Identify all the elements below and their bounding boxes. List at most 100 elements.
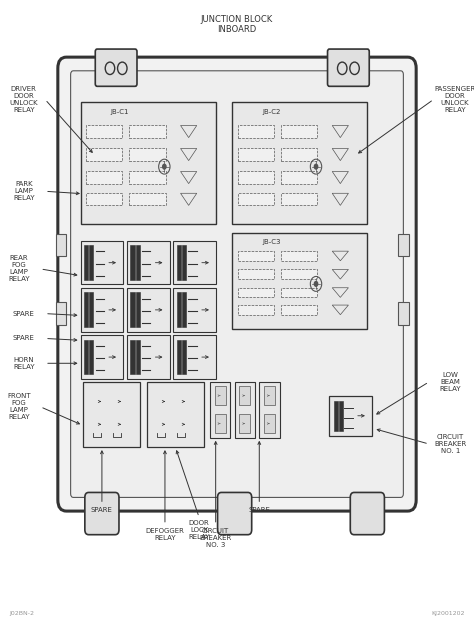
Bar [81, 102, 216, 224]
Polygon shape [181, 125, 197, 138]
FancyBboxPatch shape [85, 492, 119, 535]
Text: LOW
BEAM
RELAY: LOW BEAM RELAY [439, 372, 461, 392]
Bar [127, 241, 170, 284]
Polygon shape [332, 171, 348, 184]
Text: DOOR
LOCK
RELAY: DOOR LOCK RELAY [188, 520, 210, 540]
Bar [84, 340, 88, 374]
Polygon shape [332, 288, 348, 297]
Bar [281, 251, 318, 261]
Bar [264, 386, 275, 406]
Bar [264, 414, 275, 433]
Bar [281, 171, 318, 184]
Bar [237, 193, 274, 206]
Bar [182, 340, 186, 374]
Text: INBOARD: INBOARD [218, 25, 256, 34]
Bar [239, 414, 250, 433]
Polygon shape [332, 270, 348, 279]
Bar [127, 288, 170, 332]
Text: PARK
LAMP
RELAY: PARK LAMP RELAY [13, 181, 35, 201]
Bar [237, 305, 274, 315]
Bar [56, 302, 66, 325]
Polygon shape [332, 251, 348, 261]
Text: DEFOGGER
RELAY: DEFOGGER RELAY [146, 528, 184, 541]
Bar [281, 193, 318, 206]
Circle shape [314, 281, 319, 287]
Text: DRIVER
DOOR
UNLOCK
RELAY: DRIVER DOOR UNLOCK RELAY [9, 86, 38, 113]
Bar [182, 245, 186, 280]
Text: FRONT
FOG
LAMP
RELAY: FRONT FOG LAMP RELAY [7, 393, 31, 420]
Bar [81, 288, 123, 332]
Bar [237, 171, 274, 184]
Bar [281, 305, 318, 315]
Bar [239, 386, 250, 406]
Text: REAR
FOG
LAMP
RELAY: REAR FOG LAMP RELAY [8, 255, 30, 283]
Bar [86, 171, 122, 184]
Bar [215, 386, 226, 406]
Circle shape [314, 163, 319, 170]
FancyBboxPatch shape [58, 57, 416, 511]
Bar [210, 382, 230, 438]
Text: JB-C2: JB-C2 [262, 109, 280, 115]
Bar [281, 288, 318, 297]
Bar [129, 193, 166, 206]
Bar [281, 148, 318, 161]
Text: KJ2001202: KJ2001202 [431, 611, 465, 616]
Text: SPARE: SPARE [248, 507, 270, 514]
Bar [89, 292, 93, 327]
Bar [83, 382, 140, 447]
Text: HORN
RELAY: HORN RELAY [13, 357, 35, 369]
Text: SPARE: SPARE [13, 310, 35, 317]
Bar [129, 171, 166, 184]
Bar [177, 340, 181, 374]
Bar [237, 251, 274, 261]
Bar [173, 335, 216, 379]
FancyBboxPatch shape [218, 492, 252, 535]
Bar [136, 292, 140, 327]
Bar [398, 234, 409, 256]
Bar [281, 270, 318, 279]
Bar [130, 245, 135, 280]
Bar [334, 401, 337, 431]
Bar [232, 233, 367, 329]
Polygon shape [332, 193, 348, 206]
Bar [81, 241, 123, 284]
Bar [237, 288, 274, 297]
Bar [147, 382, 204, 447]
Bar [232, 102, 367, 224]
Bar [177, 245, 181, 280]
Polygon shape [332, 305, 348, 315]
Bar [281, 125, 318, 138]
Bar [130, 292, 135, 327]
Circle shape [162, 163, 167, 170]
Bar [237, 125, 274, 138]
Polygon shape [181, 148, 197, 161]
Bar [89, 245, 93, 280]
Bar [86, 193, 122, 206]
Text: CIRCUIT
BREAKER
NO. 1: CIRCUIT BREAKER NO. 1 [434, 434, 466, 454]
Bar [237, 148, 274, 161]
Polygon shape [332, 148, 348, 161]
Bar [56, 234, 66, 256]
Text: SPARE: SPARE [91, 507, 113, 514]
Bar [84, 245, 88, 280]
Bar [136, 245, 140, 280]
Bar [129, 125, 166, 138]
FancyBboxPatch shape [71, 71, 403, 497]
Bar [136, 340, 140, 374]
Bar [329, 396, 372, 436]
Bar [127, 335, 170, 379]
Bar [130, 340, 135, 374]
Text: SPARE: SPARE [13, 335, 35, 342]
Bar [173, 241, 216, 284]
Text: JB-C1: JB-C1 [110, 109, 129, 115]
Polygon shape [181, 171, 197, 184]
Text: J02BN-2: J02BN-2 [9, 611, 35, 616]
FancyBboxPatch shape [328, 49, 369, 86]
Text: CIRCUIT
BREAKER
NO. 3: CIRCUIT BREAKER NO. 3 [200, 528, 232, 548]
Bar [173, 288, 216, 332]
Polygon shape [181, 193, 197, 206]
FancyBboxPatch shape [350, 492, 384, 535]
Bar [81, 335, 123, 379]
Bar [89, 340, 93, 374]
Bar [235, 382, 255, 438]
